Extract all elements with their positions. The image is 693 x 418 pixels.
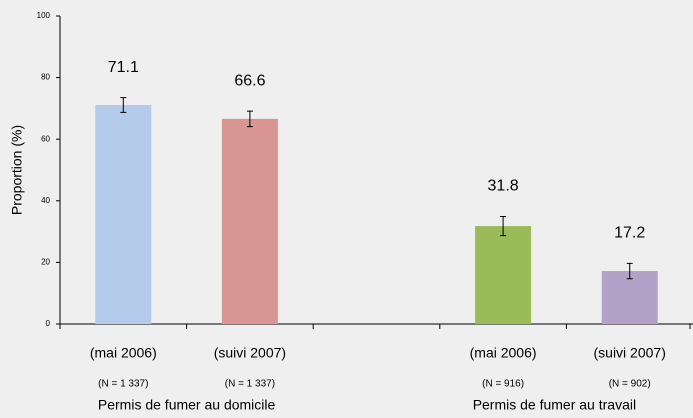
y-tick-label: 60 [41, 134, 50, 143]
data-label: 71.1 [108, 59, 139, 76]
bar [95, 105, 152, 325]
y-tick-label: 80 [41, 73, 50, 82]
error-bar [626, 262, 633, 280]
y-tick-label: 0 [46, 319, 51, 328]
y-tick-label: 100 [37, 11, 51, 20]
bar [475, 226, 532, 324]
x-tick-label: (suivi 2007) [214, 345, 286, 361]
x-tick-label: (suivi 2007) [594, 345, 666, 361]
error-bar [246, 110, 253, 128]
sample-size: (N = 902) [609, 379, 651, 390]
data-label: 66.6 [234, 72, 265, 89]
y-axis-label: Proportion (%) [9, 125, 25, 215]
data-label: 17.2 [614, 225, 645, 242]
group-label: Permis de fumer au domicile [98, 397, 276, 413]
data-label: 31.8 [488, 178, 519, 195]
error-bar [500, 216, 507, 237]
x-tick-label: (mai 2006) [90, 345, 157, 361]
sample-size: (N = 1 337) [98, 379, 148, 390]
group-label: Permis de fumer au travail [473, 397, 636, 413]
bar [221, 118, 278, 324]
bar [601, 271, 658, 324]
sample-size: (N = 1 337) [225, 379, 275, 390]
y-tick-label: 20 [41, 258, 50, 267]
x-tick-label: (mai 2006) [470, 345, 537, 361]
sample-size: (N = 916) [482, 379, 524, 390]
y-tick-label: 40 [41, 196, 50, 205]
error-bar [120, 97, 127, 113]
